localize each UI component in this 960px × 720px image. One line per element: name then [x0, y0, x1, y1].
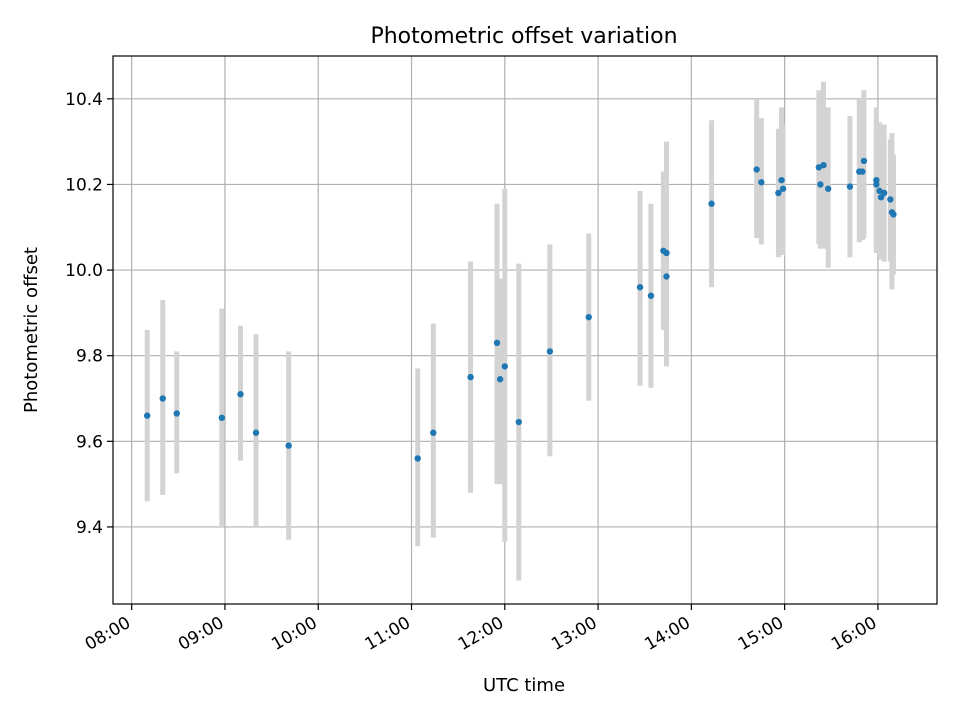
data-points: [144, 157, 897, 462]
data-point: [753, 166, 760, 173]
data-point: [636, 283, 644, 291]
data-point: [496, 376, 504, 383]
data-point: [663, 273, 670, 280]
data-point: [708, 200, 715, 207]
y-axis-ticks: 9.4 9.6 9.8 10.0 10.2 10.4: [65, 90, 113, 538]
data-point: [430, 429, 437, 436]
plot-frame: [112, 55, 938, 605]
data-point: [546, 348, 554, 355]
y-tick-label: 9.4: [76, 518, 103, 538]
data-point: [237, 391, 244, 398]
data-point: [778, 176, 785, 184]
data-point: [873, 181, 880, 188]
data-point: [501, 363, 508, 370]
data-point: [414, 455, 421, 462]
data-point: [779, 185, 787, 192]
data-point: [493, 339, 501, 347]
data-point: [820, 161, 827, 169]
x-axis-label: UTC time: [483, 675, 565, 696]
data-point: [663, 249, 670, 257]
data-point: [515, 418, 522, 426]
chart-title: Photometric offset variation: [370, 24, 677, 49]
data-point: [775, 189, 782, 197]
y-tick-label: 10.2: [65, 175, 103, 195]
data-point: [218, 414, 226, 421]
data-point: [252, 429, 260, 436]
data-point: [859, 168, 866, 175]
data-point: [824, 185, 832, 192]
data-point: [173, 410, 180, 417]
y-tick-label: 9.6: [76, 432, 103, 452]
data-point: [817, 181, 824, 188]
data-point: [887, 196, 894, 203]
data-point: [285, 442, 292, 449]
data-point: [758, 179, 765, 186]
data-point: [860, 157, 868, 165]
y-tick-label: 9.8: [76, 347, 103, 367]
data-point: [846, 183, 854, 190]
data-point: [585, 313, 592, 321]
data-point: [647, 292, 655, 299]
data-point: [890, 211, 897, 218]
data-point: [880, 189, 888, 197]
y-axis-label: Photometric offset: [21, 247, 42, 413]
y-tick-label: 10.4: [65, 90, 103, 110]
data-point: [159, 395, 166, 402]
data-point: [467, 373, 474, 381]
data-point: [144, 412, 151, 419]
y-tick-label: 10.0: [65, 261, 103, 281]
